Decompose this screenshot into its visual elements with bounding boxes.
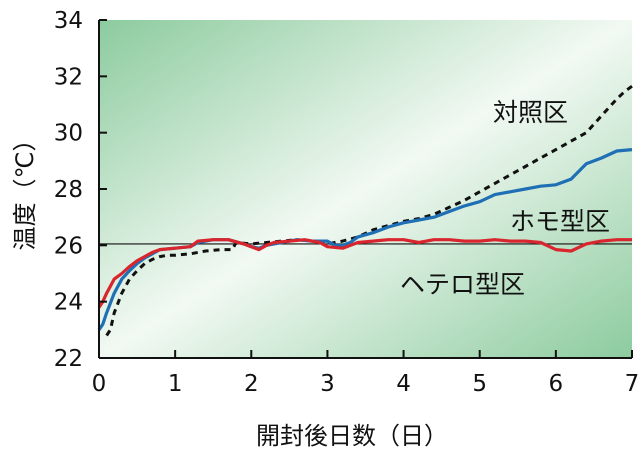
series-hetero-line [97,238,632,309]
y-tick-label: 32 [54,64,83,90]
y-tick-label: 22 [54,346,83,372]
x-tick-label: 1 [168,371,183,397]
y-axis-title: 温度（℃） [11,128,39,251]
x-tick-label: 0 [92,371,107,397]
y-tick-label: 26 [54,233,83,259]
series-control-line [105,84,633,337]
y-tick-label: 28 [54,177,83,203]
y-tick-label: 24 [54,290,83,316]
x-axis-title: 開封後日数（日） [256,422,448,450]
label-hetero: ヘテロ型区 [400,270,525,299]
x-tick-label: 3 [320,371,335,397]
y-tick-label: 34 [54,8,83,34]
x-tick-label: 7 [625,371,640,397]
x-tick-label: 4 [396,371,411,397]
y-tick-label: 30 [54,121,83,147]
x-tick-label: 5 [472,371,487,397]
x-tick-label: 2 [244,371,259,397]
x-tick-label: 6 [549,371,564,397]
label-control: 対照区 [493,98,568,127]
plot-background [99,20,632,358]
label-homo: ホモ型区 [510,207,610,236]
